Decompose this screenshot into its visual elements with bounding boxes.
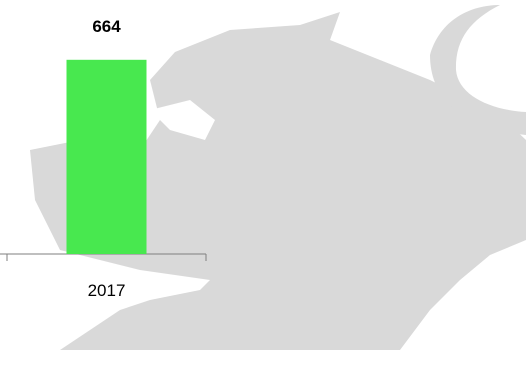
bar bbox=[66, 59, 147, 254]
lion-watermark-icon bbox=[30, 5, 526, 350]
lion-tail-shape bbox=[430, 5, 526, 135]
data-label: 664 bbox=[92, 17, 121, 36]
x-tick-label: 2017 bbox=[88, 281, 126, 300]
lion-mouth-shape bbox=[150, 100, 215, 140]
lion-body-shape bbox=[30, 12, 526, 350]
chart-labels: 664 2017 bbox=[88, 17, 126, 300]
bar-series bbox=[66, 59, 147, 254]
